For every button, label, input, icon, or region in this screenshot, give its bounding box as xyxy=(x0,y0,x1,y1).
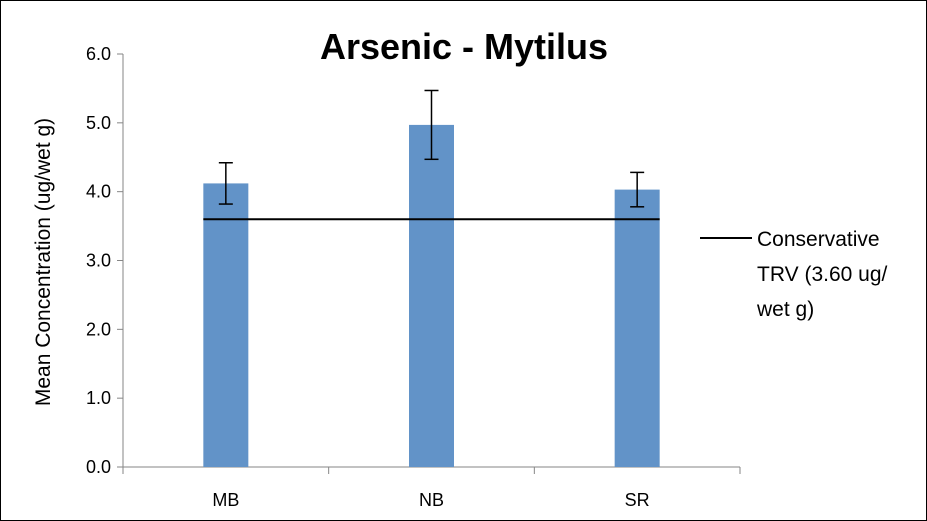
x-tick-label: SR xyxy=(625,490,650,510)
error-bars xyxy=(218,89,645,208)
y-axis-label: Mean Concentration (ug/wet g) xyxy=(32,118,55,406)
x-tick-label: NB xyxy=(419,490,444,510)
y-tick-label: 4.0 xyxy=(86,182,111,202)
bar xyxy=(409,124,454,468)
error-bar xyxy=(218,162,233,205)
legend-label: wet g) xyxy=(756,298,814,321)
y-tick-label: 5.0 xyxy=(86,113,111,133)
x-axis: MB NB SR xyxy=(122,466,741,510)
y-axis: 0.0 1.0 2.0 3.0 4.0 5.0 6.0 xyxy=(86,44,124,477)
error-bar xyxy=(424,89,439,161)
legend-label: TRV (3.60 ug/ xyxy=(757,263,888,286)
chart-title: Arsenic - Mytilus xyxy=(320,26,608,67)
error-bar xyxy=(630,171,645,208)
x-tick-label: MB xyxy=(212,490,239,510)
bar xyxy=(203,183,249,467)
y-tick-label: 0.0 xyxy=(86,457,111,477)
y-tick-label: 2.0 xyxy=(86,319,111,339)
legend-label: Conservative xyxy=(757,228,880,251)
y-tick-label: 6.0 xyxy=(86,44,111,64)
bar-series xyxy=(203,124,660,468)
bar xyxy=(614,189,660,467)
y-tick-label: 1.0 xyxy=(86,388,111,408)
legend: Conservative TRV (3.60 ug/wet g) xyxy=(700,228,888,321)
y-tick-label: 3.0 xyxy=(86,251,111,271)
